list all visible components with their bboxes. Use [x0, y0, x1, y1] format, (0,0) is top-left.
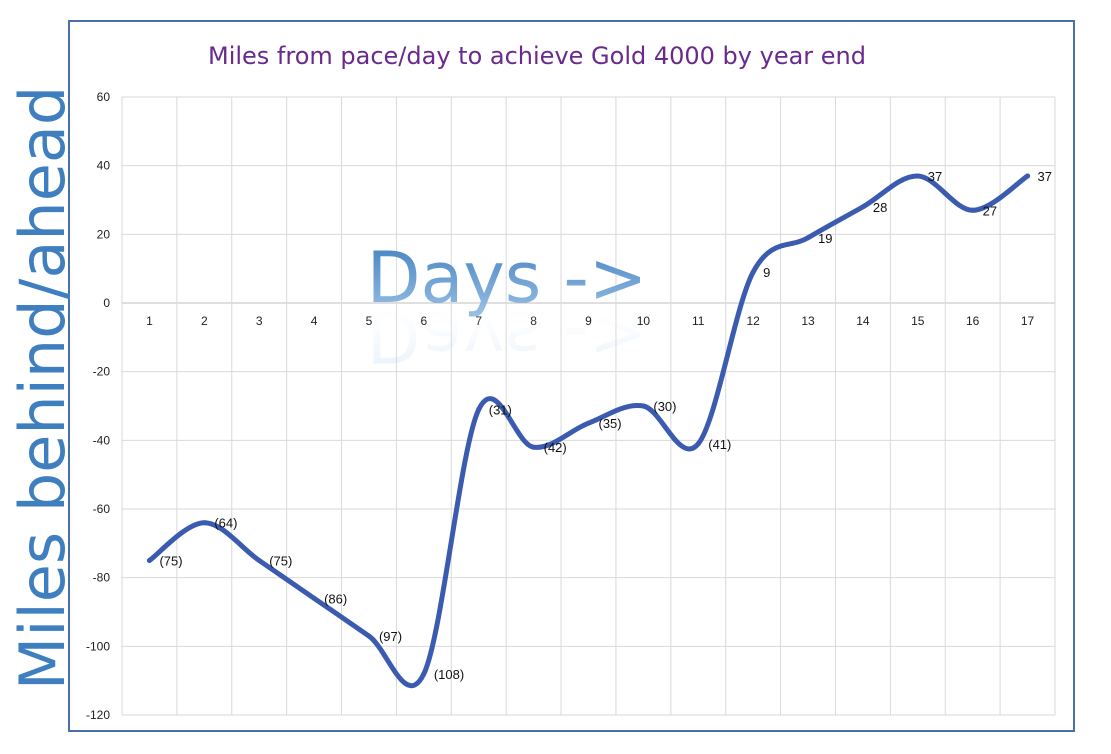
x-tick-label: 10 — [637, 314, 651, 328]
x-tick-label: 17 — [1021, 314, 1035, 328]
y-tick-label: -20 — [93, 365, 111, 379]
data-point — [695, 441, 701, 447]
data-point — [750, 269, 756, 275]
data-point — [970, 207, 976, 213]
data-point — [1025, 173, 1031, 179]
data-point — [805, 235, 811, 241]
x-tick-label: 13 — [801, 314, 815, 328]
data-label: 19 — [818, 231, 832, 246]
data-label: (35) — [599, 416, 622, 431]
data-point — [640, 403, 646, 409]
y-tick-label: -60 — [93, 502, 111, 516]
x-tick-label: 1 — [146, 314, 153, 328]
data-label: 28 — [873, 200, 887, 215]
y-tick-label: 0 — [103, 296, 110, 310]
data-labels: (75) (64) (75) (86) (97) (108) (31) (42) (35) (30… — [159, 169, 1052, 682]
data-point — [586, 420, 591, 426]
x-tick-label: 2 — [201, 314, 208, 328]
data-label: 37 — [928, 169, 942, 184]
data-point — [476, 406, 482, 412]
data-point — [915, 173, 921, 179]
data-point — [311, 595, 317, 601]
data-points — [146, 173, 1031, 677]
x-axis-ticks: 1 2 3 4 5 6 7 8 9 10 11 12 13 14 15 16 17 — [146, 314, 1034, 328]
x-tick-label: 7 — [475, 314, 482, 328]
chart-title: Miles from pace/day to achieve Gold 4000… — [208, 42, 866, 70]
data-point — [421, 671, 427, 677]
data-label: (86) — [324, 591, 347, 606]
data-label: (42) — [544, 440, 567, 455]
x-tick-label: 4 — [311, 314, 318, 328]
data-label: (30) — [653, 399, 676, 414]
x-tick-label: 15 — [911, 314, 925, 328]
data-point — [366, 633, 372, 639]
y-tick-label: 40 — [97, 159, 111, 173]
data-label: (31) — [489, 402, 512, 417]
y-tick-label: -80 — [93, 571, 111, 585]
x-axis-title: Days -> — [367, 237, 648, 319]
data-label: 37 — [1038, 169, 1052, 184]
x-axis-title-group: Days -> Days -> — [367, 237, 648, 377]
x-axis-title-reflection: Days -> — [367, 295, 648, 377]
data-label: (64) — [214, 516, 237, 531]
y-tick-label: 60 — [97, 90, 111, 104]
y-tick-label: -120 — [86, 708, 110, 722]
x-tick-label: 12 — [746, 314, 760, 328]
data-label: 9 — [763, 265, 770, 280]
data-label: (41) — [708, 437, 731, 452]
y-tick-label: -100 — [86, 639, 110, 653]
grid — [121, 96, 1056, 716]
data-point — [146, 558, 152, 563]
data-point — [860, 204, 866, 210]
x-tick-label: 8 — [530, 314, 537, 328]
x-tick-label: 9 — [585, 314, 592, 328]
data-label: (75) — [269, 554, 292, 569]
data-label: (108) — [434, 667, 464, 682]
data-label: (75) — [159, 554, 182, 569]
data-point — [531, 444, 537, 450]
x-tick-label: 16 — [966, 314, 980, 328]
y-tick-label: 20 — [97, 227, 111, 241]
data-label: 27 — [983, 203, 997, 218]
y-tick-label: -40 — [93, 433, 111, 447]
y-axis-ticks: 60 40 20 0 -20 -40 -60 -80 -100 -120 — [86, 90, 110, 722]
x-tick-label: 5 — [366, 314, 373, 328]
chart-frame — [68, 20, 1075, 732]
data-point — [201, 520, 207, 526]
data-point — [256, 558, 262, 563]
y-axis-title: Miles behind/ahead — [6, 86, 79, 690]
x-tick-label: 6 — [421, 314, 428, 328]
x-tick-label: 3 — [256, 314, 263, 328]
data-label: (97) — [379, 629, 402, 644]
x-tick-label: 11 — [692, 314, 705, 328]
x-tick-label: 14 — [856, 314, 870, 328]
